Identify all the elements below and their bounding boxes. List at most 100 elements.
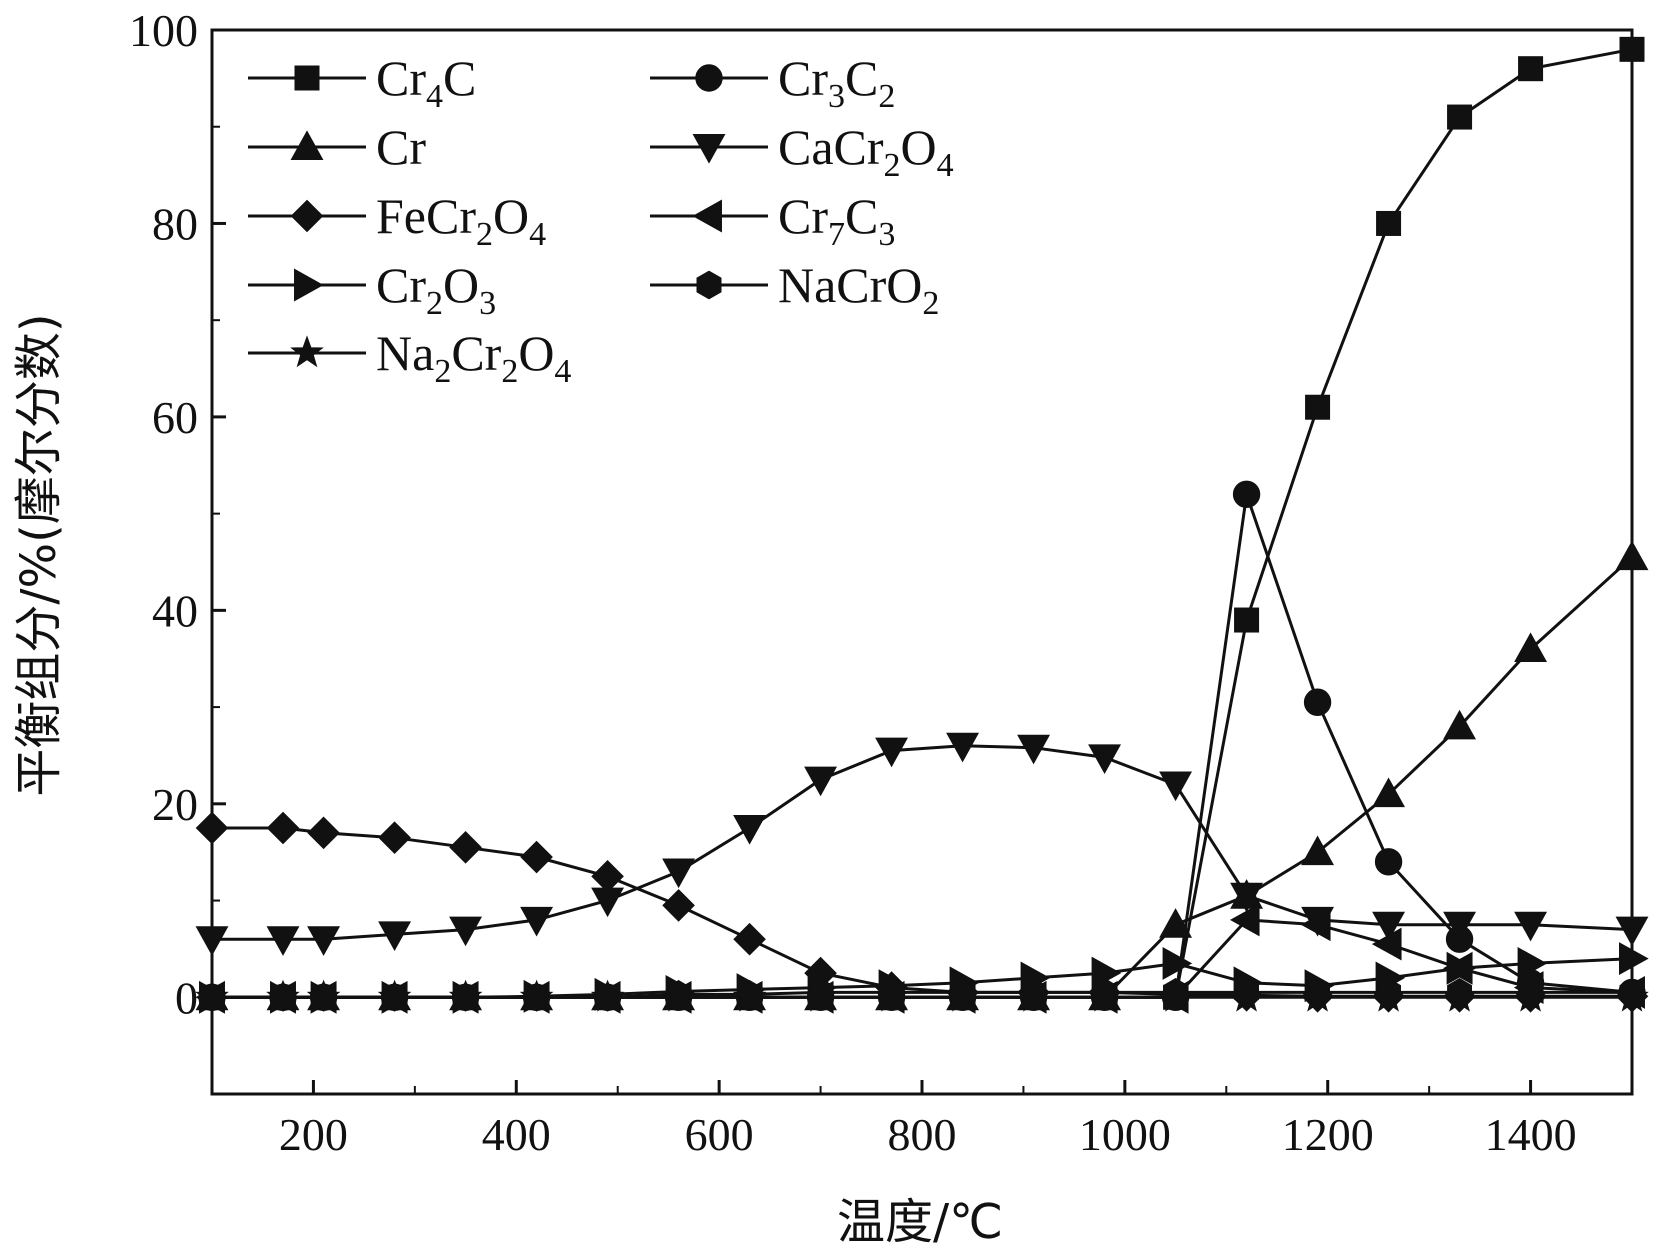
data-point-Na2Cr2O4 (1158, 979, 1193, 1012)
x-axis-title: 温度/℃ (837, 1194, 1003, 1250)
legend-label: CaCr2O4 (778, 119, 954, 184)
data-point-Cr7C3 (1300, 908, 1331, 942)
data-point-CaCr2O4 (449, 916, 483, 947)
data-point-CaCr2O4 (1017, 734, 1051, 765)
data-point-Na2Cr2O4 (1087, 979, 1122, 1012)
legend-marker (294, 65, 320, 91)
legend-item-Cr2O3: Cr2O3 (248, 257, 496, 322)
legend-item-Cr: Cr (248, 119, 426, 175)
y-axis-title: 平衡组分/%(摩尔分数) (11, 313, 67, 796)
data-point-Cr (1514, 632, 1548, 663)
x-tick-label: 800 (888, 1109, 957, 1160)
plot-layer (195, 36, 1649, 1014)
data-point-Cr7C3 (1371, 927, 1402, 961)
series-line-FeCr2O4 (212, 826, 1632, 998)
x-tick-label: 1400 (1485, 1109, 1577, 1160)
data-point-Cr2O3 (1162, 946, 1193, 980)
legend-marker (696, 270, 722, 300)
x-tick-label: 400 (482, 1109, 551, 1160)
data-point-Na2Cr2O4 (874, 979, 909, 1012)
legend-marker (290, 335, 324, 368)
data-point-Na2Cr2O4 (1371, 979, 1406, 1012)
data-point-Na2Cr2O4 (732, 979, 767, 1012)
y-tick-label: 100 (129, 5, 198, 56)
data-point-CaCr2O4 (1372, 911, 1406, 942)
data-point-Cr4C (1376, 210, 1402, 236)
data-point-CaCr2O4 (662, 858, 696, 889)
x-tick-label: 200 (279, 1109, 348, 1160)
legend-label: Cr2O3 (376, 257, 496, 322)
legend-item-CaCr2O4: CaCr2O4 (650, 119, 954, 184)
x-tick-label: 1200 (1282, 1109, 1374, 1160)
data-point-CaCr2O4 (1514, 911, 1548, 942)
legend-label: Cr7C3 (778, 188, 895, 253)
series-Cr3C2 (198, 480, 1646, 1011)
data-point-CaCr2O4 (1230, 882, 1264, 913)
legend-item-FeCr2O4: FeCr2O4 (248, 188, 546, 253)
data-point-FeCr2O4 (266, 811, 300, 845)
legend-label: Cr (376, 119, 426, 175)
legend-label: NaCrO2 (778, 257, 939, 322)
series-Cr2O3 (199, 942, 1649, 1014)
data-point-Na2Cr2O4 (519, 979, 554, 1012)
series-FeCr2O4 (195, 811, 1649, 1013)
data-point-Cr3C2 (1232, 480, 1261, 508)
y-tick-label: 0 (175, 972, 198, 1023)
data-point-Na2Cr2O4 (1016, 979, 1051, 1012)
series-CaCr2O4 (195, 732, 1649, 956)
legend-item-Cr4C: Cr4C (248, 50, 476, 115)
legend-label: Na2Cr2O4 (376, 325, 571, 390)
data-point-CaCr2O4 (804, 766, 838, 797)
data-point-Cr (1159, 908, 1193, 938)
data-point-Na2Cr2O4 (448, 979, 483, 1012)
data-point-CaCr2O4 (946, 732, 980, 763)
series-Cr (195, 540, 1649, 1011)
data-point-Na2Cr2O4 (306, 979, 341, 1012)
legend-item-Cr7C3: Cr7C3 (650, 188, 895, 253)
legend-item-Na2Cr2O4: Na2Cr2O4 (248, 325, 571, 390)
data-point-Cr (1301, 835, 1335, 866)
data-point-Cr2O3 (1619, 942, 1649, 976)
legend-label: Cr3C2 (778, 50, 895, 115)
data-point-CaCr2O4 (733, 815, 767, 845)
data-point-CaCr2O4 (875, 737, 909, 768)
data-point-FeCr2O4 (733, 922, 766, 956)
data-point-CaCr2O4 (1159, 771, 1193, 802)
data-point-CaCr2O4 (1088, 744, 1122, 775)
data-point-Na2Cr2O4 (803, 979, 838, 1012)
y-tick-label: 60 (152, 392, 198, 443)
data-point-Cr4C (1447, 104, 1473, 130)
y-tick-label: 40 (152, 585, 198, 636)
data-point-Na2Cr2O4 (661, 979, 696, 1012)
data-point-CaCr2O4 (520, 906, 554, 937)
data-point-CaCr2O4 (307, 926, 341, 956)
legend-marker (695, 64, 723, 92)
axes-layer: 200 400 600 800 1000 1200 1400 0 20 40 60 80 100 (129, 5, 1634, 1160)
data-point-Cr2O3 (1446, 951, 1477, 985)
data-point-Cr3C2 (1374, 848, 1403, 876)
data-point-Na2Cr2O4 (266, 979, 300, 1012)
series-line-Cr3C2 (212, 493, 1633, 999)
data-point-Cr4C (1305, 394, 1331, 420)
legend-marker (692, 134, 726, 164)
series-Cr4C (199, 36, 1645, 1010)
legend-label: FeCr2O4 (376, 188, 546, 253)
y-tick-label: 20 (152, 779, 198, 830)
data-point-Na2Cr2O4 (590, 979, 625, 1012)
data-point-Na2Cr2O4 (1513, 979, 1548, 1012)
data-point-FeCr2O4 (378, 821, 411, 854)
y-tick-label: 80 (152, 198, 198, 249)
data-point-FeCr2O4 (591, 860, 624, 893)
data-point-Cr (1372, 777, 1406, 808)
x-tick-label: 1000 (1079, 1109, 1171, 1160)
data-point-Cr2O3 (1517, 946, 1548, 980)
data-point-Cr (1443, 709, 1477, 740)
data-point-FeCr2O4 (449, 831, 482, 864)
data-point-Na2Cr2O4 (945, 979, 980, 1012)
data-point-Na2Cr2O4 (1229, 979, 1264, 1012)
data-point-FeCr2O4 (662, 889, 695, 922)
legend: Cr4C Cr3C2 Cr CaCr2O4 FeCr2O4 Cr7C3 Cr2O3 NaCrO… (248, 50, 954, 390)
x-tick-label: 600 (685, 1109, 754, 1160)
